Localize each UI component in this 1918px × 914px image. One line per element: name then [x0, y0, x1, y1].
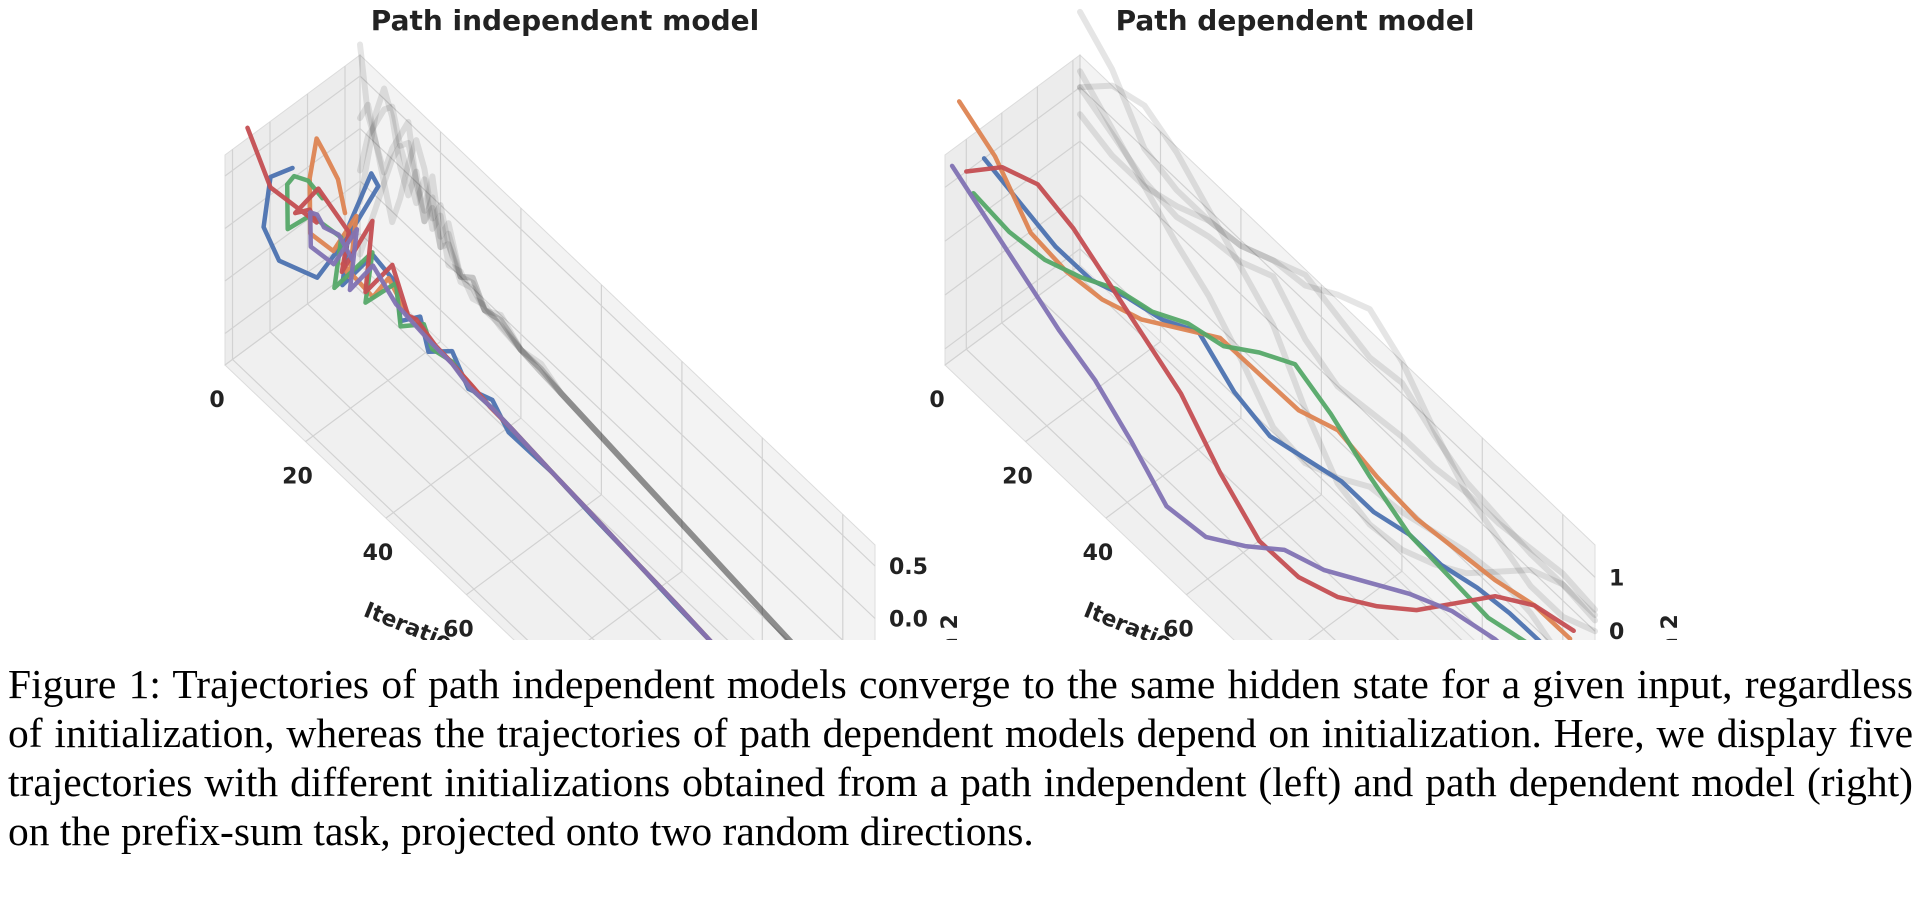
grid-line-y	[231, 149, 529, 640]
left-3d-chart: 0204060801001200.50.0−0.5−1.00.50.0−0.5−…	[209, 4, 963, 640]
x-tick-label: 60	[1163, 618, 1194, 640]
shadow-line	[357, 85, 794, 640]
x-tick-label: 0	[209, 388, 224, 413]
grid-line-z	[224, 232, 789, 640]
shadow-line	[1077, 111, 1598, 635]
trajectory-line-5	[949, 163, 1500, 640]
x-tick-label: 40	[363, 541, 394, 566]
grid-line-x	[1025, 131, 1162, 443]
grid-line-x	[1481, 437, 1483, 640]
trajectory-line-1	[981, 156, 1542, 640]
grid-line-x	[1562, 514, 1564, 640]
figure: 0204060801001200.50.0−0.5−1.00.50.0−0.5−…	[209, 4, 1683, 640]
z-axis-label: Dim 2	[938, 614, 963, 640]
chart-title: Path independent model	[371, 4, 759, 37]
grid-line-x	[1186, 284, 1322, 596]
grid-line-x	[1105, 208, 1242, 519]
tick-labels: 0204060801001200.50.0−0.5−1.00.50.0−0.5−…	[209, 388, 928, 640]
shadow-line	[1077, 84, 1598, 613]
z-tick-label: 0.5	[889, 555, 928, 580]
chart-panes	[224, 53, 876, 640]
z-axis-label: Dim 2	[1658, 614, 1683, 640]
trajectory-line-5	[307, 210, 713, 640]
trajectory-line-4	[964, 164, 1576, 634]
grid-line-x	[842, 514, 844, 640]
grid-line-y	[306, 93, 662, 640]
trajectory-line-2	[956, 99, 1573, 640]
grid-line-z	[944, 248, 1493, 640]
z-tick-label: 0.0	[889, 608, 928, 633]
shadow-line	[1077, 82, 1598, 618]
x-tick-label: 60	[443, 618, 474, 640]
right-3d-chart: 02040608010012010−1−210−1−2Iterations →D…	[929, 4, 1683, 640]
shadow-line	[357, 101, 794, 640]
grid-line-z	[224, 75, 876, 567]
grid-line-z	[224, 180, 844, 640]
grid-line-z	[944, 86, 1596, 578]
z-tick-label: 1	[1609, 566, 1624, 591]
grid-line-x	[944, 55, 1081, 366]
shadow-line	[357, 41, 794, 640]
figure-caption: Figure 1: Trajectories of path independe…	[8, 661, 1913, 854]
x-tick-label: 20	[1002, 465, 1033, 490]
trajectory-line-3	[971, 190, 1527, 640]
x-tick-label: 20	[282, 465, 313, 490]
grid-line-y	[965, 139, 1273, 640]
x-tick-label: 40	[1083, 541, 1114, 566]
back-wall-shadows	[357, 41, 794, 640]
trajectories	[949, 99, 1576, 640]
tick-labels: 02040608010012010−1−210−1−2	[929, 388, 1624, 640]
grid-line-x	[761, 437, 763, 640]
grid-line-x	[1308, 361, 1403, 640]
z-tick-label: 0	[1609, 620, 1624, 640]
x-tick-label: 0	[929, 388, 944, 413]
trajectories	[245, 125, 713, 640]
shadow-line	[1077, 8, 1598, 624]
shadow-line	[357, 142, 794, 640]
chart-title: Path dependent model	[1116, 4, 1475, 37]
shadow-line	[357, 103, 794, 640]
